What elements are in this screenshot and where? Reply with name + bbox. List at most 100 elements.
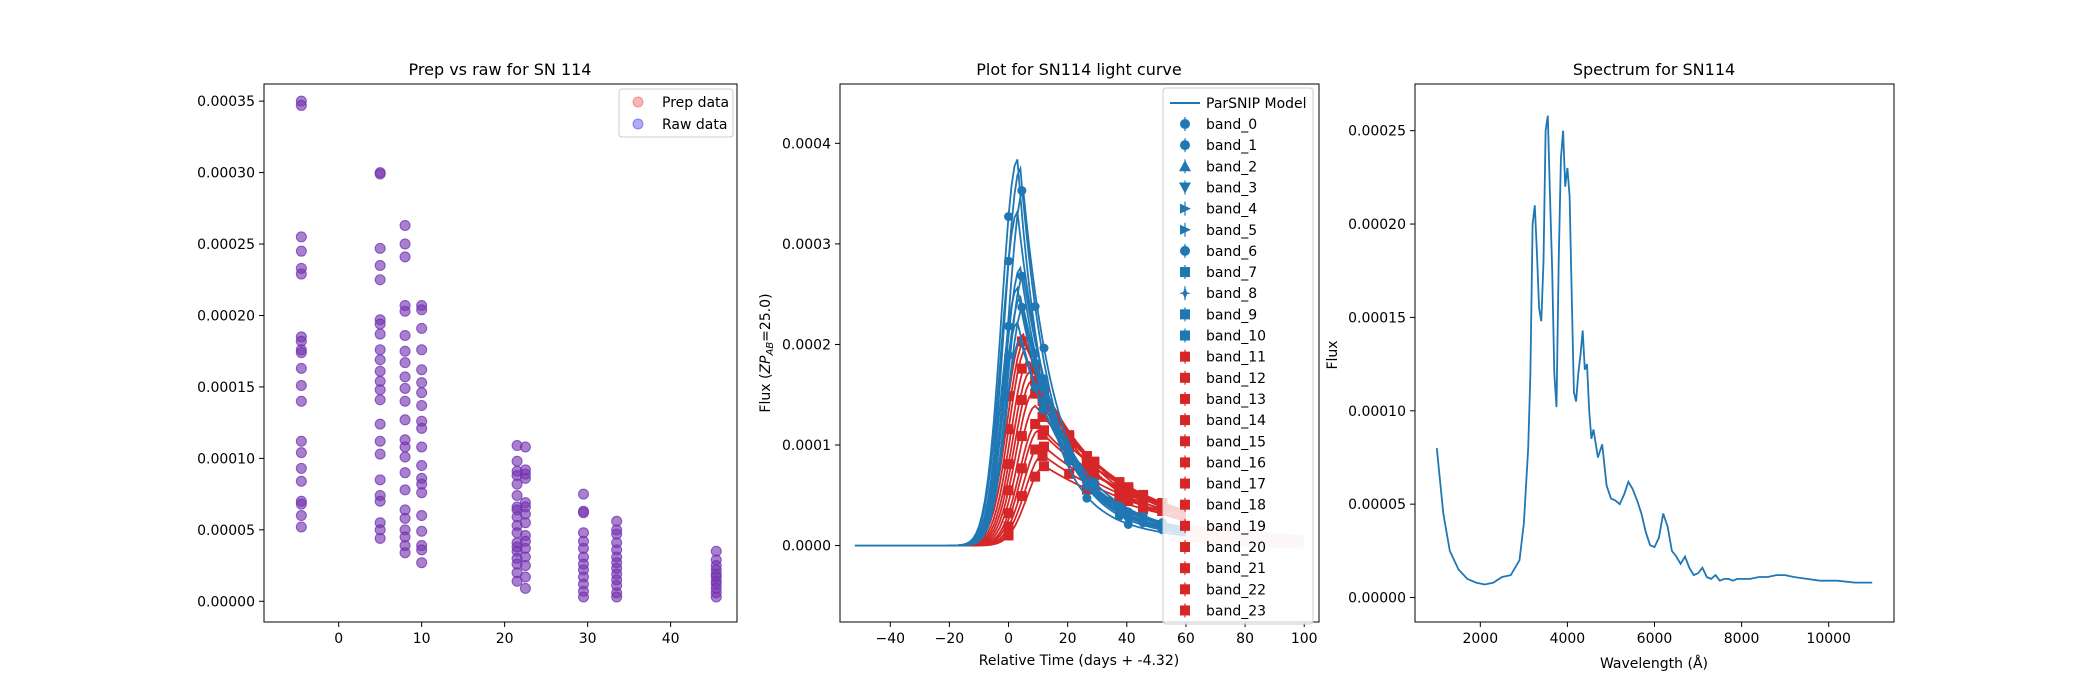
band-observation [1030,376,1041,387]
legend-marker [1180,436,1190,447]
legend-marker [1180,224,1191,235]
legend-label-band: band_21 [1206,561,1266,577]
raw-data-point [511,455,523,467]
raw-data-point [577,542,589,554]
chart-title: Prep vs raw for SN 114 [409,60,592,79]
raw-data-point [399,305,411,317]
raw-data-point [416,322,428,334]
raw-data-point [416,557,428,569]
raw-data-point [399,531,411,543]
raw-data-point [416,304,428,316]
raw-data-point [374,354,386,366]
raw-data-point [511,490,523,502]
band-observation [1157,506,1168,517]
band-observation [1017,302,1027,312]
raw-data-point [519,530,531,542]
band-observation [1004,321,1014,331]
raw-data-point [399,467,411,479]
raw-data-point [399,547,411,559]
band-observation [1138,504,1149,515]
raw-data-point [416,364,428,376]
raw-data-point [399,382,411,394]
legend-label-band: band_23 [1206,603,1266,619]
raw-data-point [399,251,411,263]
y-tick-label: 0.00000 [1348,591,1406,607]
legend-label-band: band_20 [1206,540,1266,556]
band-observation [1003,508,1014,519]
raw-data-point [511,470,523,482]
raw-data-point [374,328,386,340]
x-axis-label: Relative Time (days + -4.32) [979,653,1179,669]
axes-frame [263,83,738,623]
legend-marker [1180,372,1190,383]
raw-data-point [374,495,386,507]
band-observation [1017,271,1027,281]
raw-data-point [710,560,722,572]
raw-data-point [577,527,589,539]
legend-marker [1180,415,1190,426]
band-observation [1114,489,1125,500]
y-tick-label: 0.00010 [1348,404,1406,420]
raw-data-point [416,344,428,356]
legend-marker-raw [632,118,644,130]
legend-marker [1180,309,1190,320]
band-observation [1039,441,1050,452]
y-tick-label: 0.00015 [1348,310,1406,326]
raw-data-point [416,441,428,453]
raw-data-point [374,375,386,387]
raw-data-point [511,478,523,490]
panel-spectrum: 2000 4000 6000 8000 10000 0.00000 0.00005 0.000… [1325,60,1895,672]
band-observation [1016,463,1027,474]
raw-data-point [416,487,428,499]
legend-label-band: band_5 [1206,223,1257,239]
panel-light-curve: −40 −20 0 20 40 60 80 100 0.0000 0.0001 0.0002 0.00… [758,60,1320,669]
raw-data-point [374,448,386,460]
axes-frame [839,83,1320,623]
raw-data-point [710,591,722,603]
legend-box [618,88,734,138]
legend-marker [1180,584,1190,595]
raw-data-point [295,495,307,507]
legend-label-band: band_15 [1206,434,1266,450]
raw-data-point [511,558,523,570]
raw-data-point [577,585,589,597]
legend-marker [1180,119,1190,129]
y-tick-label: 0.0001 [782,438,831,454]
band-observation [1030,418,1041,429]
legend-label-band: band_4 [1206,202,1257,218]
raw-data-point [519,582,531,594]
x-tick-label: −20 [935,631,965,647]
legend-label-band: band_18 [1206,498,1266,514]
band-observation [1003,485,1014,496]
raw-data-point [611,587,623,599]
y-tick-label: 0.00015 [197,380,255,396]
raw-data-point [519,464,531,476]
band-observation [1089,470,1100,481]
y-tick-label: 0.00010 [197,451,255,467]
raw-data-point [611,574,623,586]
band-observation [1030,388,1041,399]
chart-title: Plot for SN114 light curve [976,60,1181,79]
raw-data-point [374,418,386,430]
legend-marker [1180,393,1190,404]
raw-data-point [374,318,386,330]
band-observation [1016,491,1027,502]
x-tick-label: 6000 [1637,631,1673,647]
raw-data-point [416,422,428,434]
raw-data-point [611,562,623,574]
y-tick-label: 0.00005 [197,523,255,539]
legend-label-band: band_1 [1206,138,1257,154]
band-observation [1003,459,1014,470]
y-tick-label: 0.00020 [1348,217,1406,233]
raw-data-point [295,331,307,343]
raw-data-point [416,472,428,484]
raw-data-point [374,435,386,447]
x-tick-label: 40 [662,631,680,647]
band-observation [1016,363,1027,374]
raw-data-point [374,259,386,271]
x-tick-label: 20 [1059,631,1077,647]
raw-data-point [295,510,307,522]
legend-marker [1180,605,1190,616]
model-curve-blue [949,337,1187,547]
